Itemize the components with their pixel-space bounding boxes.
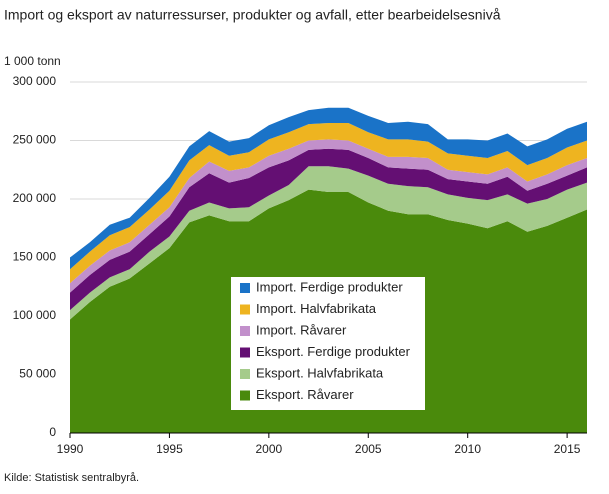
chart-title: Import og eksport av naturressurser, pro…	[4, 7, 501, 23]
legend-swatch	[240, 304, 250, 315]
area	[70, 166, 587, 320]
legend-swatch	[240, 326, 250, 336]
area	[70, 122, 587, 284]
x-tick-label: 2000	[255, 442, 282, 456]
x-tick-label: 1990	[57, 442, 84, 456]
legend-box	[231, 277, 425, 410]
x-tick-label: 1995	[156, 442, 183, 456]
legend-swatch	[240, 347, 250, 358]
legend-label: Eksport. Råvarer	[256, 387, 354, 402]
legend-label: Eksport. Ferdige produkter	[256, 344, 411, 359]
legend-swatch	[240, 390, 250, 401]
y-tick-label: 0	[49, 425, 56, 439]
legend-swatch	[240, 283, 250, 293]
y-tick-label: 250 000	[13, 133, 57, 147]
y-axis-label: 1 000 tonn	[4, 54, 61, 68]
x-tick-label: 2015	[554, 442, 581, 456]
y-tick-label: 300 000	[13, 74, 57, 88]
y-tick-label: 50 000	[19, 367, 56, 381]
y-tick-label: 150 000	[13, 250, 57, 264]
x-tick-label: 2005	[355, 442, 382, 456]
source: Kilde: Statistisk sentralbyrå.	[4, 472, 139, 484]
legend-swatch	[240, 369, 250, 379]
area	[70, 148, 587, 311]
y-tick-label: 100 000	[13, 308, 57, 322]
y-tick-label: 200 000	[13, 191, 57, 205]
legend-label: Eksport. Halvfabrikata	[256, 365, 384, 380]
legend: Import. Ferdige produkter Import. Halvfab…	[231, 277, 425, 410]
x-tick-label: 2010	[454, 442, 481, 456]
legend-label: Import. Ferdige produkter	[256, 279, 403, 294]
legend-label: Import. Råvarer	[256, 322, 347, 337]
area	[70, 139, 587, 293]
area	[70, 107, 587, 270]
legend-label: Import. Halvfabrikata	[256, 301, 377, 316]
